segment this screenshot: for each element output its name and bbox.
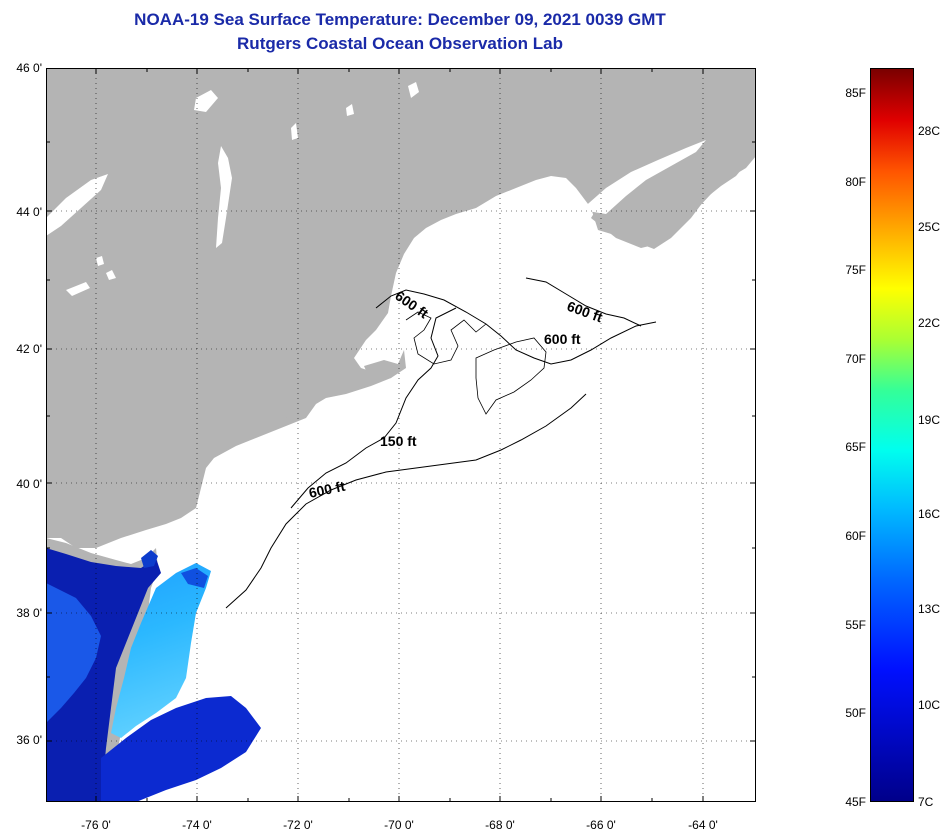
colorbar-label-45f: 45F [845,795,866,809]
lon-label-74: -74 0' [182,818,212,832]
lon-label-66: -66 0' [586,818,616,832]
lon-label-72: -72 0' [283,818,313,832]
lake-1 [194,90,218,112]
map-subtitle: Rutgers Coastal Ocean Observation Lab [237,34,563,53]
lon-label-70: -70 0' [384,818,414,832]
sst-swath-patch [141,550,158,568]
map-frame [46,68,756,802]
colorbar-label-22c: 22C [918,316,941,330]
axis-ticks [46,68,756,802]
lake-5 [66,282,90,296]
lon-label-76: -76 0' [81,818,111,832]
lake-champlain [216,146,232,248]
contour-label-600ft-georges: 600 ft [544,331,581,347]
sst-swath-bay [46,583,101,723]
map-title: NOAA-19 Sea Surface Temperature: Decembe… [134,10,666,29]
lat-label-38: 38 0' [16,606,42,620]
colorbar-label-25c: 25C [918,220,941,234]
lake-3 [96,256,104,266]
contour-label-150ft: 150 ft [380,433,417,449]
sst-map: 600 ft 600 ft 600 ft 150 ft 600 ft [46,68,756,802]
sst-swath-patch-2 [181,568,208,588]
lon-label-64: -64 0' [688,818,718,832]
colorbar-label-60f: 60F [845,529,866,543]
colorbar-label-65f: 65F [845,440,866,454]
lake-6 [346,104,354,116]
lat-label-40: 40 0' [16,477,42,491]
colorbar-label-10c: 10C [918,698,941,712]
colorbar-label-70f: 70F [845,352,866,366]
colorbar-label-75f: 75F [845,263,866,277]
colorbar-label-28c: 28C [918,124,941,138]
colorbar-label-7c: 7C [918,795,934,809]
contour-600ft-shelf [225,393,587,609]
sst-swath-ocean [111,563,211,738]
colorbar-label-13c: 13C [918,602,941,616]
lat-label-36: 36 0' [16,733,42,747]
lat-label-42: 42 0' [16,342,42,356]
sst-swath-offshore [101,696,261,802]
colorbar-label-85f: 85F [845,86,866,100]
lon-label-68: -68 0' [485,818,515,832]
long-island [206,400,308,450]
contour-gulf-inner [405,311,487,365]
cape-cod [364,350,406,382]
lake-4 [106,270,116,280]
contour-150ft [290,307,457,509]
land-nova-scotia [591,124,756,248]
lat-label-46: 46 0' [16,61,42,75]
colorbar-label-19c: 19C [918,413,941,427]
lake-ontario [46,174,108,236]
contour-georges-bank [475,337,547,415]
lake-2 [408,82,419,98]
colorbar-label-80f: 80F [845,175,866,189]
contour-600ft-ne [525,277,642,327]
lake-7 [291,123,298,140]
temperature-colorbar [870,68,914,802]
colorbar-label-16c: 16C [918,507,941,521]
graticule [46,68,756,802]
colorbar-label-55f: 55F [845,618,866,632]
lat-label-44: 44 0' [16,205,42,219]
contour-label-600ft-shelf: 600 ft [307,478,346,501]
colorbar-label-50f: 50F [845,706,866,720]
bay-of-fundy [581,140,706,214]
